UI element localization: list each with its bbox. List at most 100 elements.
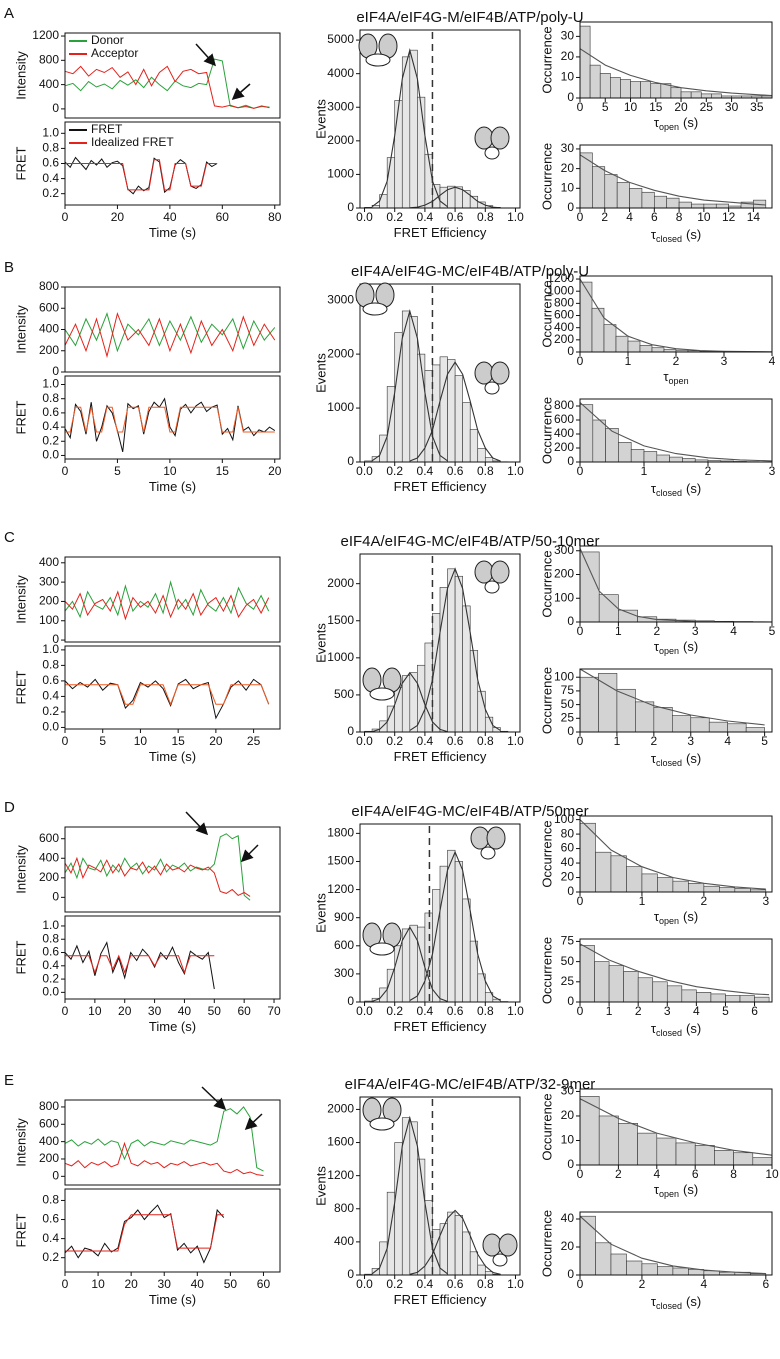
x-tick-label: 0.0	[356, 734, 373, 748]
y-axis-label: FRET	[13, 400, 28, 434]
x-tick-label: 0	[577, 210, 584, 224]
trace	[64, 1141, 264, 1176]
bar	[643, 451, 658, 463]
x-tick-label: 14	[747, 210, 761, 224]
fit-curve	[371, 671, 448, 733]
plot-frame	[579, 668, 773, 733]
y-tick-label: 60	[561, 841, 575, 855]
bar	[462, 1231, 471, 1276]
bar	[618, 1123, 638, 1166]
bar	[462, 898, 471, 1003]
x-tick-label: 0.2	[386, 1277, 403, 1291]
fit-curve	[579, 668, 765, 726]
x-tick-label: 0.2	[386, 1004, 403, 1018]
x-tick-label: 0	[62, 464, 69, 478]
y-tick-label: 1.0	[42, 377, 59, 391]
bar	[678, 201, 692, 209]
plot-frame	[359, 553, 521, 733]
trace	[64, 397, 276, 453]
trace	[64, 1106, 264, 1172]
x-label-main: Time (s)	[149, 479, 196, 494]
x-tick-label: 0	[62, 1004, 69, 1018]
trace	[65, 406, 275, 433]
bar	[599, 73, 611, 99]
bar	[598, 594, 619, 623]
y-tick-label: 1200	[327, 882, 354, 896]
bar	[630, 449, 645, 463]
bar	[454, 861, 463, 1003]
y-axis-label: FRET	[13, 940, 28, 974]
y-tick-label: 800	[554, 398, 574, 412]
x-tick-label: 0.4	[417, 1004, 434, 1018]
icon-lobe	[484, 580, 500, 594]
x-label-unit: (s)	[686, 751, 701, 766]
bar	[618, 442, 632, 463]
bar	[650, 83, 662, 99]
bar	[635, 701, 655, 733]
y-tick-label: 0	[347, 454, 354, 468]
x-tick-label: 1	[639, 894, 646, 908]
y-tick-label: 0	[567, 454, 574, 468]
y-tick-label: 100	[39, 613, 59, 627]
x-label-main: FRET Efficiency	[394, 1019, 487, 1034]
x-label-main: FRET Efficiency	[394, 1292, 487, 1307]
y-axis-label: Occurrence	[539, 1210, 554, 1277]
x-label-main: Time (s)	[149, 225, 196, 240]
x-axis-label: Time (s)	[149, 1019, 196, 1034]
plot-frame	[579, 144, 773, 209]
plot-frame	[64, 556, 281, 643]
x-axis-label: τclosed (s)	[651, 481, 701, 498]
trace	[64, 311, 276, 359]
x-label-main: FRET Efficiency	[394, 225, 487, 240]
y-tick-label: 400	[554, 426, 574, 440]
x-tick-label: 3	[692, 624, 699, 638]
x-tick-label: 0	[577, 1167, 584, 1181]
y-tick-label: 0.4	[42, 689, 59, 703]
y-tick-label: 200	[554, 440, 574, 454]
bar	[447, 359, 456, 463]
arrow	[201, 1086, 227, 1111]
y-axis-label: Events	[313, 623, 328, 663]
bar	[627, 340, 641, 353]
y-axis-label: Occurrence	[539, 280, 554, 347]
y-tick-label: 100	[554, 669, 574, 683]
conformation-icon	[362, 922, 402, 956]
bar	[641, 1263, 658, 1276]
y-tick-label: 400	[554, 320, 574, 334]
y-tick-label: 0	[567, 884, 574, 898]
bar	[694, 1145, 715, 1166]
x-axis-label: τclosed (s)	[651, 1294, 701, 1311]
y-tick-label: 100	[554, 590, 574, 604]
bar	[708, 721, 728, 733]
x-tick-label: 10	[163, 464, 177, 478]
icon-lobe	[484, 146, 500, 160]
x-label-main: FRET Efficiency	[394, 479, 487, 494]
y-tick-label: 900	[334, 910, 354, 924]
y-tick-label: 300	[39, 574, 59, 588]
bar	[626, 1260, 643, 1276]
x-label-unit: (s)	[686, 1294, 701, 1309]
x-tick-label: 10	[765, 1167, 779, 1181]
bar	[579, 822, 596, 893]
y-tick-label: 0.6	[42, 405, 59, 419]
x-label-unit: (s)	[683, 1182, 698, 1197]
y-tick-label: 200	[39, 343, 59, 357]
x-tick-label: 8	[730, 1167, 737, 1181]
arrow	[185, 811, 209, 836]
y-tick-label: 0.2	[42, 186, 59, 200]
bar	[691, 203, 705, 209]
x-tick-label: 10	[91, 1277, 105, 1291]
x-tick-label: 0	[62, 1277, 69, 1291]
arrow	[231, 83, 251, 100]
x-label-main: τ	[654, 909, 660, 924]
x-tick-label: 2	[635, 1004, 642, 1018]
fit-curve	[579, 1215, 766, 1275]
x-label-sub: closed	[656, 1028, 682, 1038]
bar	[623, 971, 639, 1003]
x-tick-label: 5	[99, 734, 106, 748]
plot-frame	[579, 1211, 773, 1276]
y-tick-label: 400	[39, 850, 59, 864]
x-label-sub: closed	[656, 1301, 682, 1311]
y-tick-label: 1600	[327, 1135, 354, 1149]
